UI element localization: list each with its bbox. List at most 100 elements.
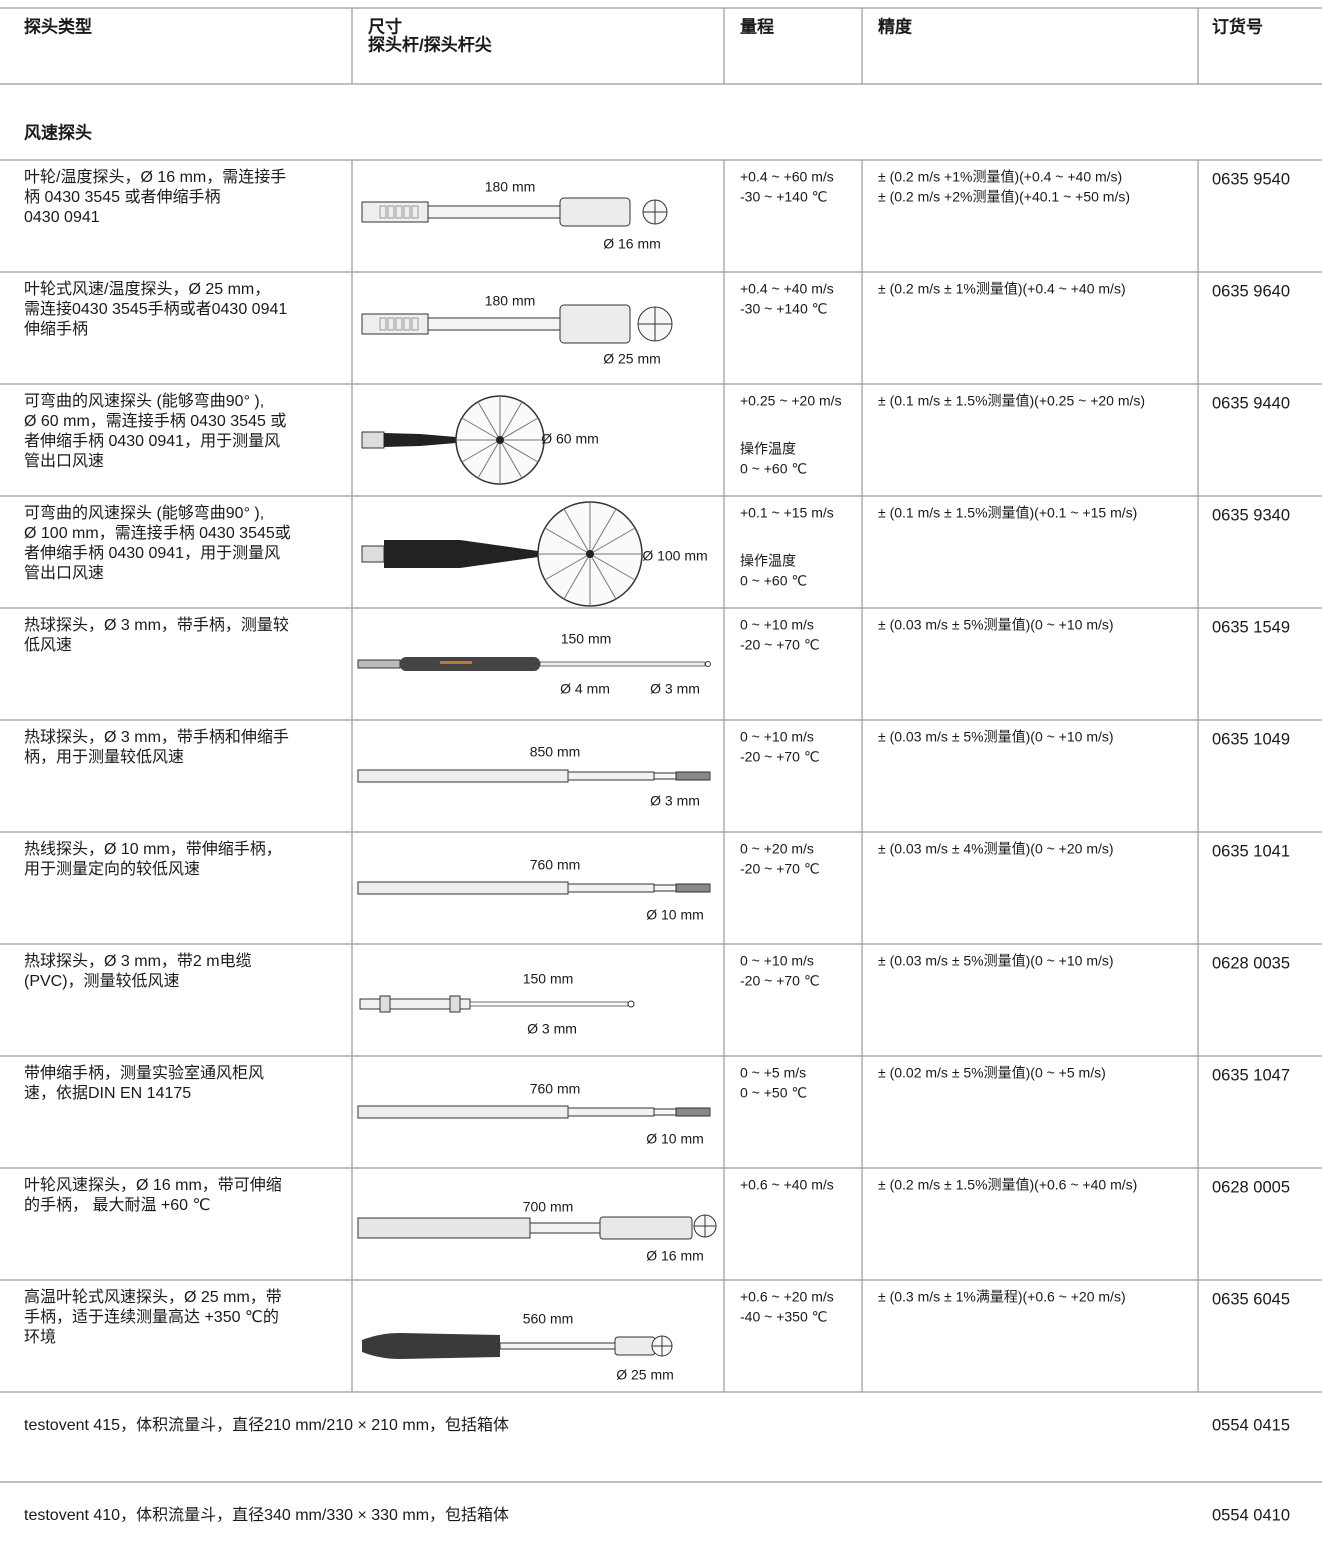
probe-description: 的手柄， 最大耐温 +60 ℃ (24, 1196, 210, 1214)
dimension-label: 560 mm (523, 1311, 574, 1327)
accuracy: ± (0.1 m/s ± 1.5%测量值)(+0.25 ~ +20 m/s) (878, 393, 1145, 409)
range: +0.4 ~ +40 m/s (740, 281, 834, 297)
probe-part (653, 772, 677, 780)
probe-description: (PVC)，测量较低风速 (24, 972, 180, 990)
accuracy: ± (0.02 m/s ± 5%测量值)(0 ~ +5 m/s) (878, 1065, 1106, 1081)
probe-part (384, 433, 456, 447)
range: -20 ~ +70 ℃ (740, 637, 820, 653)
range: 0 ~ +10 m/s (740, 953, 814, 969)
probe-part (379, 317, 387, 331)
probe-part (567, 883, 655, 893)
operating-temperature-range: 0 ~ +60 ℃ (740, 573, 807, 589)
probe-drawing (361, 395, 545, 485)
order-number: 0635 1041 (1212, 842, 1290, 860)
dimension-label: Ø 4 mm (560, 681, 610, 697)
probe-description: 热线探头，Ø 10 mm，带伸缩手柄， (24, 840, 282, 858)
order-number: 0635 9440 (1212, 394, 1290, 412)
probe-part (361, 545, 385, 563)
header-cell: 订货号 (1212, 16, 1263, 36)
probe-part (440, 661, 472, 664)
probe-drawing (357, 1105, 711, 1119)
probe-part (361, 431, 385, 449)
dimension-label: Ø 3 mm (650, 681, 700, 697)
probe-part (499, 439, 539, 463)
accuracy: ± (0.3 m/s ± 1%满量程)(+0.6 ~ +20 m/s) (878, 1289, 1126, 1305)
dimension-label: Ø 25 mm (616, 1367, 674, 1383)
probe-description: Ø 100 mm，需连接手柄 0430 3545或 (24, 524, 291, 542)
probe-part (653, 884, 677, 892)
dimension-label: Ø 3 mm (527, 1021, 577, 1037)
probe-part (539, 661, 706, 667)
probe-description: 可弯曲的风速探头 (能够弯曲90° ), (24, 504, 264, 522)
probe-part (544, 527, 591, 555)
order-number: 0628 0035 (1212, 954, 1290, 972)
probe-drawing (357, 657, 711, 671)
probe-description: 需连接0430 3545手柄或者0430 0941 (24, 300, 287, 318)
dimension-label: Ø 10 mm (646, 907, 704, 923)
probe-part (387, 317, 395, 331)
accuracy: ± (0.2 m/s ± 1.5%测量值)(+0.6 ~ +40 m/s) (878, 1177, 1137, 1193)
probe-part (357, 1217, 531, 1239)
probe-description: 带伸缩手柄，测量实验室通风柜风 (24, 1064, 264, 1082)
dimension-label: 760 mm (530, 857, 581, 873)
probe-description: 叶轮风速探头，Ø 16 mm，带可伸缩 (24, 1176, 282, 1194)
range: 0 ~ +10 m/s (740, 729, 814, 745)
probe-description: 高温叶轮式风速探头，Ø 25 mm，带 (24, 1288, 282, 1306)
order-number: 0635 9640 (1212, 282, 1290, 300)
probe-part (563, 508, 591, 555)
probe-part (589, 508, 617, 555)
dimension-label: Ø 25 mm (603, 351, 661, 367)
dimension-label: 150 mm (523, 971, 574, 987)
header-cell: 探头杆/探头杆尖 (368, 34, 493, 54)
dimension-label: Ø 10 mm (646, 1131, 704, 1147)
range: +0.1 ~ +15 m/s (740, 505, 834, 521)
dimension-label: 180 mm (485, 179, 536, 195)
order-number: 0628 0005 (1212, 1178, 1290, 1196)
probe-part (599, 1216, 693, 1240)
range: 0 ~ +10 m/s (740, 617, 814, 633)
probe-description: 用于测量定向的较低风速 (24, 860, 200, 878)
range: -20 ~ +70 ℃ (740, 749, 820, 765)
probe-drawing (359, 995, 635, 1013)
accuracy: ± (0.03 m/s ± 5%测量值)(0 ~ +10 m/s) (878, 617, 1114, 633)
probe-part (357, 659, 401, 669)
probe-part (362, 1333, 500, 1359)
accessory-description: testovent 410，体积流量斗，直径340 mm/330 × 330 m… (24, 1506, 509, 1524)
probe-part (586, 550, 594, 558)
probe-drawing (357, 769, 711, 783)
dimension-label: 760 mm (530, 1081, 581, 1097)
accuracy: ± (0.03 m/s ± 5%测量值)(0 ~ +10 m/s) (878, 953, 1114, 969)
dimension-label: 150 mm (561, 631, 612, 647)
range: 0 ~ +50 ℃ (740, 1085, 807, 1101)
dimension-label: Ø 100 mm (642, 548, 707, 564)
probe-part (544, 553, 591, 581)
accuracy: ± (0.1 m/s ± 1.5%测量值)(+0.1 ~ +15 m/s) (878, 505, 1137, 521)
probe-part (427, 317, 561, 331)
probe-part (387, 205, 395, 219)
probe-drawing (357, 1214, 717, 1240)
probe-description: 手柄，适于连续测量高达 +350 ℃的 (24, 1308, 279, 1326)
probe-part (357, 1105, 569, 1119)
probe-description: 伸缩手柄 (24, 320, 88, 338)
probe-part (411, 205, 419, 219)
dimension-label: Ø 60 mm (541, 431, 599, 447)
operating-temperature-label: 操作温度 (740, 441, 796, 457)
probe-part (614, 1336, 656, 1356)
probe-description: 可弯曲的风速探头 (能够弯曲90° ), (24, 392, 264, 410)
probe-part (499, 439, 523, 479)
probe-part (627, 1000, 635, 1008)
probe-description: 柄，用于测量较低风速 (24, 748, 184, 766)
range: -40 ~ +350 ℃ (740, 1309, 827, 1325)
probe-part (395, 205, 403, 219)
probe-part (589, 527, 636, 555)
range: 0 ~ +20 m/s (740, 841, 814, 857)
probe-part (477, 401, 501, 441)
order-number: 0554 0415 (1212, 1416, 1290, 1434)
order-number: 0635 1549 (1212, 618, 1290, 636)
probe-description: 热球探头，Ø 3 mm，带2 m电缆 (24, 952, 252, 970)
probe-part (675, 771, 711, 781)
probe-part (675, 883, 711, 893)
accuracy: ± (0.2 m/s ± 1%测量值)(+0.4 ~ +40 m/s) (878, 281, 1126, 297)
probe-part (477, 439, 501, 479)
